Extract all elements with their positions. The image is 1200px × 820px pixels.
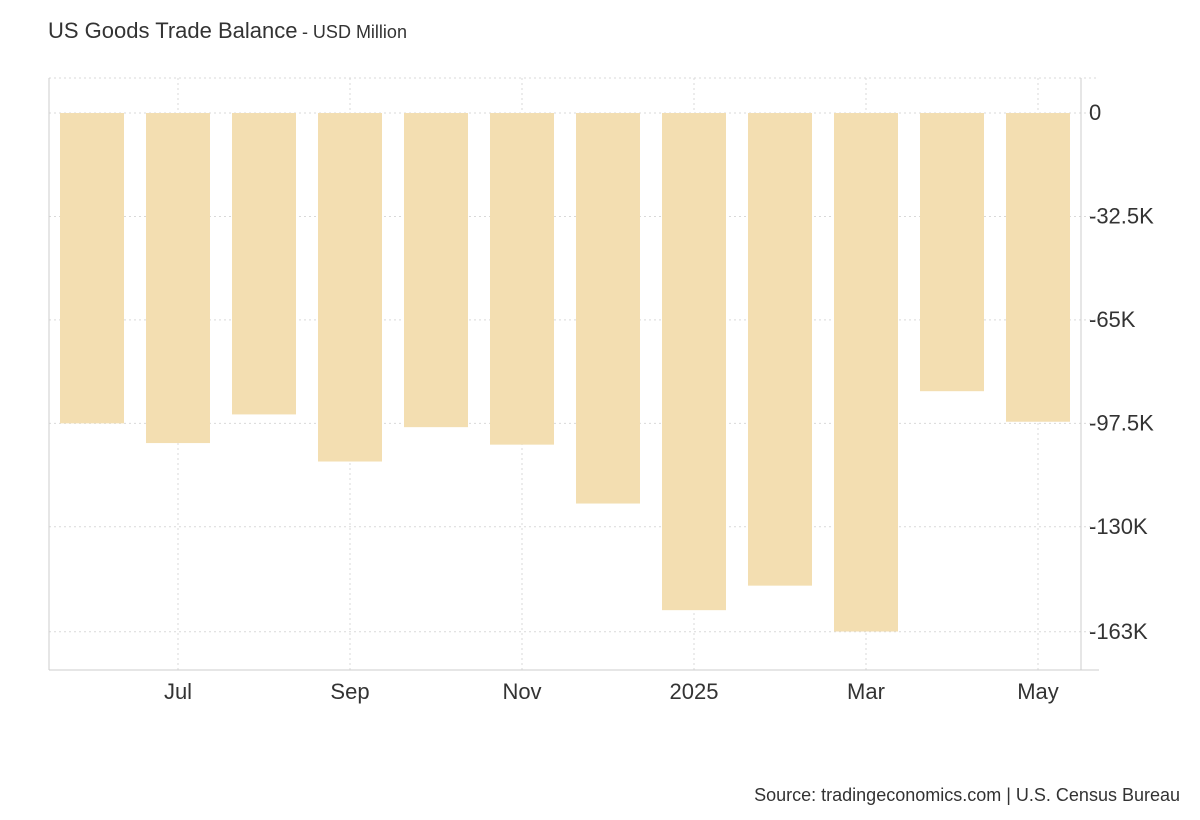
y-tick-label: -97.5K (1089, 410, 1154, 435)
bar (920, 113, 984, 392)
bar (318, 113, 382, 462)
bar-chart: 0 -32.5K -65K -97.5K -130K -163K Jul Sep Nov 2025… (48, 77, 1154, 704)
x-tick-label: Sep (330, 679, 369, 704)
x-tick-label: May (1017, 679, 1059, 704)
bar (662, 113, 726, 611)
bar (576, 113, 640, 504)
title-unit: - USD Million (301, 22, 407, 42)
x-tick-label: Mar (847, 679, 885, 704)
y-tick-label: -65K (1089, 307, 1136, 332)
bar (1006, 113, 1070, 422)
bar (146, 113, 210, 444)
bar (834, 113, 898, 632)
y-tick-label: 0 (1089, 100, 1101, 125)
y-tick-label: -163K (1089, 619, 1148, 644)
y-tick-label: -32.5K (1089, 203, 1154, 228)
bar (404, 113, 468, 428)
x-tick-label: Nov (502, 679, 541, 704)
source-note: Source: tradingeconomics.com | U.S. Cens… (754, 785, 1180, 805)
x-tick-label: 2025 (670, 679, 719, 704)
title-text: US Goods Trade Balance (48, 18, 298, 43)
y-tick-label: -130K (1089, 514, 1148, 539)
bar (490, 113, 554, 445)
bar (232, 113, 296, 415)
chart-title: US Goods Trade Balance - USD Million (48, 18, 407, 44)
bar (748, 113, 812, 586)
bar (60, 113, 124, 424)
x-tick-label: Jul (164, 679, 192, 704)
